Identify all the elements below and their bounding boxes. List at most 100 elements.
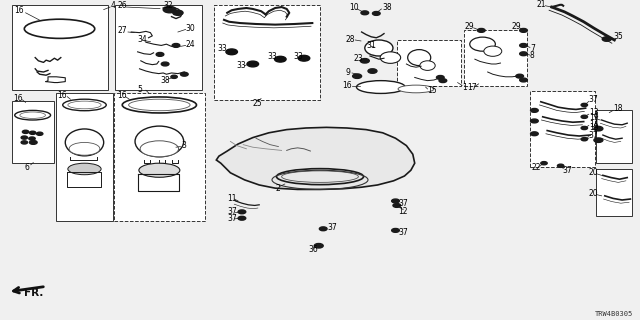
Ellipse shape (365, 40, 393, 56)
Text: 15: 15 (428, 86, 437, 95)
Text: 29: 29 (512, 22, 522, 31)
Text: 37: 37 (328, 223, 337, 232)
Bar (214, 5, 320, 100)
Text: 32: 32 (163, 1, 173, 10)
Circle shape (520, 28, 527, 32)
Text: TRW4B0305: TRW4B0305 (595, 311, 634, 317)
Text: 37: 37 (398, 199, 408, 208)
Circle shape (594, 138, 603, 142)
Circle shape (161, 62, 169, 66)
Circle shape (360, 59, 369, 63)
Text: 9: 9 (346, 68, 351, 77)
Circle shape (581, 126, 588, 130)
Circle shape (29, 140, 37, 144)
Circle shape (314, 244, 323, 248)
Ellipse shape (140, 141, 179, 157)
Circle shape (393, 204, 401, 207)
Text: 29: 29 (465, 22, 474, 31)
Text: 1: 1 (462, 83, 467, 92)
Circle shape (531, 132, 538, 136)
Text: 19: 19 (589, 113, 598, 122)
Bar (115, 5, 202, 90)
Bar (114, 93, 205, 221)
Ellipse shape (470, 37, 495, 51)
Text: 25: 25 (253, 99, 262, 108)
Circle shape (21, 136, 28, 139)
Text: 34: 34 (138, 36, 147, 44)
Text: 24: 24 (186, 40, 195, 49)
Text: 16: 16 (14, 6, 24, 15)
Text: 7: 7 (530, 44, 535, 53)
Ellipse shape (65, 129, 104, 156)
Text: 36: 36 (308, 245, 318, 254)
Bar (596, 110, 632, 163)
Ellipse shape (15, 110, 51, 120)
Text: 38: 38 (160, 76, 170, 85)
Text: 18: 18 (613, 104, 623, 113)
Text: 16: 16 (342, 81, 352, 90)
Circle shape (477, 28, 485, 32)
Circle shape (436, 76, 444, 79)
Circle shape (353, 74, 362, 78)
Text: 33: 33 (268, 52, 277, 61)
Circle shape (29, 131, 36, 134)
Text: 8: 8 (530, 52, 534, 60)
Text: 23: 23 (353, 54, 363, 63)
Circle shape (21, 141, 28, 144)
Text: 3: 3 (181, 141, 186, 150)
Text: 37: 37 (562, 166, 572, 175)
Circle shape (173, 10, 183, 15)
Text: 17: 17 (467, 83, 477, 92)
Text: 28: 28 (346, 35, 355, 44)
Circle shape (581, 103, 588, 107)
Circle shape (520, 44, 527, 47)
Text: 4: 4 (111, 1, 116, 10)
Text: 20: 20 (589, 168, 598, 177)
Circle shape (520, 78, 527, 82)
Bar (56, 93, 113, 221)
Text: 38: 38 (383, 3, 392, 12)
Text: FR.: FR. (24, 288, 44, 298)
Circle shape (156, 52, 164, 56)
Text: 37: 37 (589, 131, 598, 140)
Text: 13: 13 (589, 108, 598, 117)
Ellipse shape (69, 142, 100, 155)
Circle shape (238, 216, 246, 220)
Text: 35: 35 (613, 32, 623, 41)
Text: 11: 11 (227, 194, 237, 203)
Circle shape (361, 11, 369, 15)
Bar (596, 169, 632, 216)
Polygon shape (216, 127, 415, 189)
Ellipse shape (135, 126, 184, 157)
Circle shape (602, 37, 611, 41)
Circle shape (29, 137, 35, 140)
Bar (464, 30, 527, 86)
Text: 16: 16 (58, 91, 67, 100)
Circle shape (319, 227, 327, 231)
Text: 5: 5 (138, 85, 143, 94)
Circle shape (163, 6, 176, 13)
Ellipse shape (20, 112, 45, 118)
Circle shape (531, 108, 538, 112)
Ellipse shape (68, 101, 101, 109)
Circle shape (520, 52, 527, 56)
Circle shape (372, 12, 380, 15)
Text: 33: 33 (237, 61, 246, 70)
Circle shape (557, 164, 564, 167)
Text: 19: 19 (589, 124, 598, 132)
Text: 31: 31 (366, 41, 376, 50)
Circle shape (594, 126, 603, 131)
Circle shape (247, 61, 259, 67)
Ellipse shape (420, 61, 435, 70)
Bar (397, 40, 461, 86)
Circle shape (541, 162, 547, 165)
Circle shape (581, 138, 588, 141)
Ellipse shape (356, 81, 405, 93)
Circle shape (172, 44, 180, 47)
Circle shape (36, 132, 43, 135)
Ellipse shape (408, 50, 431, 66)
Circle shape (298, 55, 310, 61)
Ellipse shape (139, 163, 180, 177)
Text: 27: 27 (117, 26, 127, 35)
Text: 33: 33 (293, 52, 303, 61)
